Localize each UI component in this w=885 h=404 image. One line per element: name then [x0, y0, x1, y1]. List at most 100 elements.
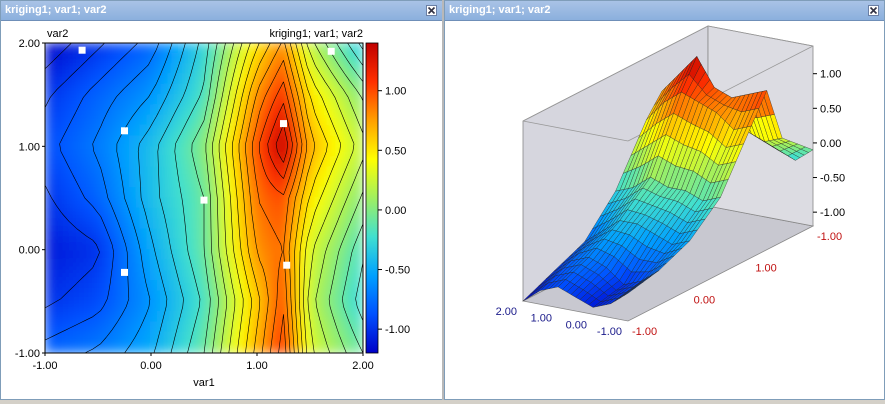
heatmap-cell: [76, 290, 88, 302]
heatmap-cell: [288, 104, 300, 116]
heatmap-cell: [224, 145, 237, 158]
heatmap-cell: [76, 311, 88, 323]
right-titlebar[interactable]: kriging1; var1; var2: [445, 1, 884, 21]
heatmap-cell: [139, 228, 152, 240]
heatmap-cell: [150, 228, 163, 240]
heatmap-cell: [214, 114, 226, 127]
heatmap-cell: [298, 342, 311, 353]
heatmap-cell: [171, 94, 184, 106]
heatmap-cell: [320, 156, 332, 168]
heatmap-cell: [108, 135, 120, 147]
kriging-map-chart: var2 kriging1; var1; var2 var1 -1.00 0.00…: [15, 28, 410, 389]
close-icon[interactable]: [426, 5, 437, 16]
heatmap-cell: [65, 125, 78, 137]
heatmap-cell: [309, 104, 322, 116]
contour-line: [116, 43, 173, 353]
heatmap-cell: [86, 269, 99, 282]
heatmap-cell: [235, 269, 247, 282]
z-tick-label: 0.50: [820, 103, 841, 115]
box-edge: [522, 120, 629, 142]
heatmap-cell: [108, 249, 120, 261]
heatmap-cell: [224, 238, 237, 251]
heatmap-cell: [129, 197, 141, 209]
heatmap-cell: [150, 197, 163, 209]
heatmap-cell: [235, 342, 247, 353]
heatmap-cell: [161, 207, 173, 220]
heatmap-cell: [171, 125, 184, 137]
heatmap-cell: [129, 135, 141, 147]
heatmap-cell: [97, 249, 110, 261]
heatmap-cell: [129, 104, 141, 116]
heatmap-cell: [298, 238, 311, 251]
heatmap-cell: [224, 63, 237, 75]
heatmap-cell: [76, 114, 88, 127]
heatmap-cell: [330, 311, 343, 323]
heatmap-cell: [351, 331, 363, 344]
heatmap-cell: [45, 249, 57, 261]
heatmap-cell: [245, 43, 258, 54]
heatmap-cell: [256, 73, 269, 85]
heatmap-cell: [97, 52, 110, 65]
contour-line: [137, 43, 186, 353]
left-titlebar[interactable]: kriging1; var1; var2: [1, 1, 442, 21]
y-tick-label: 1.00: [19, 141, 40, 153]
heatmap-cell: [224, 321, 237, 333]
heatmap-cell: [203, 290, 216, 302]
heatmap-cell: [171, 249, 184, 261]
heatmap-cell: [65, 176, 78, 189]
heatmap-cell: [224, 104, 237, 116]
heatmap-cell: [118, 63, 131, 75]
heatmap-cell: [214, 311, 226, 323]
heatmap-cell: [55, 125, 67, 137]
heatmap-cell: [330, 300, 343, 313]
heatmap-cell: [351, 156, 363, 168]
heatmap-cell: [161, 300, 173, 313]
heatmap-cell: [277, 83, 290, 96]
heatmap-cell: [171, 300, 184, 313]
heatmap-cell: [182, 269, 194, 282]
heatmap-cell: [277, 166, 290, 178]
heatmap-cell: [86, 342, 99, 353]
heatmap-cell: [277, 52, 290, 65]
heatmap-cell: [192, 187, 205, 199]
heatmap-cell: [108, 145, 120, 158]
heatmap-cell: [267, 125, 279, 137]
heatmap-cell: [330, 94, 343, 106]
close-icon[interactable]: [868, 5, 879, 16]
heatmap-cell: [118, 218, 131, 230]
heatmap-cell: [171, 73, 184, 85]
heatmap-cell: [309, 259, 322, 271]
surface-3d-chart: 1.000.500.00-0.50-1.002.001.000.00-1.00-…: [496, 25, 845, 338]
heatmap-cell: [267, 259, 279, 271]
heatmap-cell: [288, 83, 300, 96]
heatmap-cell: [203, 63, 216, 75]
heatmap-cell: [76, 197, 88, 209]
heatmap-cell: [171, 331, 184, 344]
heatmap-cell: [108, 104, 120, 116]
heatmap-cell: [309, 280, 322, 292]
heatmap-cell: [203, 187, 216, 199]
heatmap-cell: [161, 83, 173, 96]
heatmap-cell: [139, 114, 152, 127]
heatmap-cell: [351, 218, 363, 230]
heatmap-cell: [267, 218, 279, 230]
heatmap-cell: [235, 259, 247, 271]
contour-line: [45, 43, 105, 309]
heatmap-cell: [256, 207, 269, 220]
heatmap-cell: [97, 94, 110, 106]
heatmap-cell: [288, 238, 300, 251]
heatmap-cell: [192, 342, 205, 353]
heatmap-cell: [224, 73, 237, 85]
heatmap-cell: [182, 259, 194, 271]
heatmap-cell: [235, 228, 247, 240]
heatmap-cell: [171, 52, 184, 65]
heatmap-cell: [139, 321, 152, 333]
heatmap-cell: [76, 135, 88, 147]
heatmap-cell: [214, 342, 226, 353]
heatmap-cell: [277, 228, 290, 240]
heatmap-cell: [224, 259, 237, 271]
heatmap-cell: [182, 156, 194, 168]
heatmap-cell: [65, 207, 78, 220]
heatmap-cell: [45, 52, 57, 65]
heatmap-cell: [351, 238, 363, 251]
